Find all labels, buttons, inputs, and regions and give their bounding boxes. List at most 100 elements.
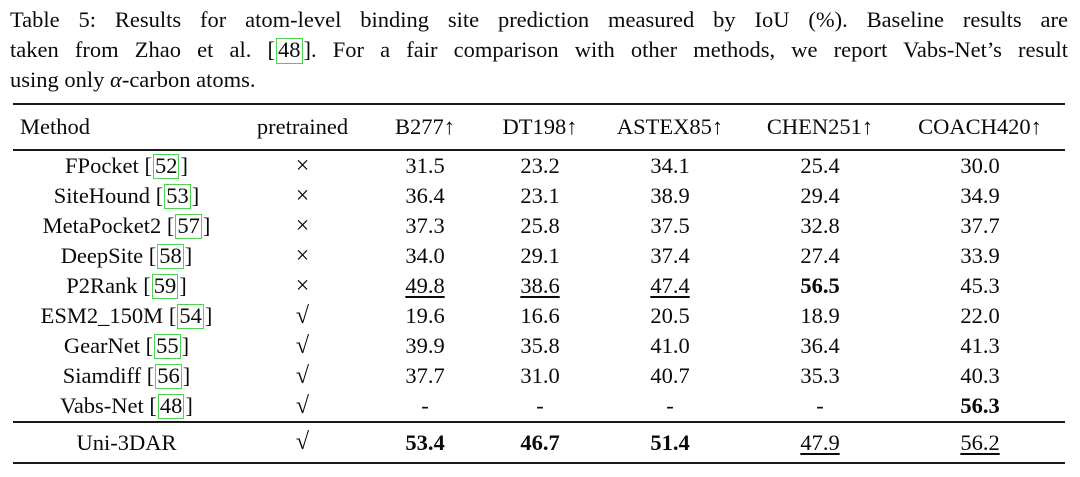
citation-link-59[interactable]: 59	[151, 272, 179, 300]
cell-value: -	[816, 393, 824, 418]
cell-value: 27.4	[800, 243, 840, 268]
cell-value: 38.9	[650, 183, 690, 208]
caption-text: taken from Zhao et al.	[10, 37, 268, 63]
table-row-fpocket: FPocket [52] × 31.5 23.2 34.1 25.4 30.0	[13, 150, 1065, 181]
cell-value: 19.6	[405, 303, 445, 328]
citation-link-54[interactable]: 54	[177, 302, 204, 330]
bracket: ]	[204, 302, 213, 328]
cell-value: -	[421, 393, 429, 418]
cell-value-bold: 56.5	[800, 273, 840, 298]
method-label: GearNet	[63, 332, 141, 358]
method-label: SiteHound	[53, 182, 151, 208]
citation-link-48[interactable]: 48	[157, 392, 185, 420]
cell-value: 23.1	[520, 183, 560, 208]
cell-value: -	[666, 393, 674, 418]
cell-value: 22.0	[960, 303, 1000, 328]
caption-line-2: taken from Zhao et al. [48]. For a fair …	[10, 35, 1068, 65]
cell-value-bold: 46.7	[520, 429, 560, 455]
pretrained-mark: √	[295, 332, 310, 359]
cell-value: 41.3	[960, 333, 1000, 358]
cell-value-underlined: 49.8	[405, 273, 445, 298]
results-table: Method pretrained B277↑ DT198↑ ASTEX85↑ …	[13, 103, 1065, 464]
caption-line-3: using only α-carbon atoms.	[10, 65, 1068, 95]
method-name: ESM2_150M [54]	[13, 301, 240, 331]
cell-value: 37.7	[405, 363, 445, 388]
cell-value: 34.1	[650, 153, 690, 178]
cell-value-bold: 53.4	[405, 429, 445, 455]
cell-value-bold: 51.4	[650, 429, 690, 455]
pretrained-mark: ×	[295, 272, 310, 299]
cell-value: 33.9	[960, 243, 1000, 268]
cell-value-underlined: 47.4	[650, 273, 690, 298]
cell-value: 31.5	[405, 153, 445, 178]
bracket: [	[144, 152, 152, 178]
cell-value: 37.7	[960, 213, 1000, 238]
caption-line-1: Table 5: Results for atom-level binding …	[10, 5, 1068, 35]
method-label: ESM2_150M	[40, 302, 164, 328]
cell-value-underlined: 56.2	[960, 429, 1000, 455]
citation-link-58[interactable]: 58	[157, 242, 184, 270]
bracket: ]	[180, 152, 188, 178]
table-row-gearnet: GearNet [55] √ 39.9 35.8 41.0 36.4 41.3	[13, 331, 1065, 361]
cell-value: 39.9	[405, 333, 445, 358]
method-name: FPocket [52]	[13, 150, 240, 181]
table-row-uni-3dar: Uni-3DAR √ 53.4 46.7 51.4 47.9 56.2	[13, 422, 1065, 463]
cell-value: 32.8	[800, 213, 840, 238]
pretrained-mark: √	[295, 362, 310, 389]
bracket: [	[166, 212, 175, 238]
bracket: ]	[184, 242, 193, 268]
method-label: P2Rank	[66, 272, 138, 298]
header-dt198: DT198↑	[502, 114, 578, 139]
method-name: SiteHound [53]	[13, 181, 240, 211]
cell-value: 45.3	[960, 273, 1000, 298]
header-chen251: CHEN251↑	[766, 114, 874, 139]
method-name: Uni-3DAR	[13, 422, 240, 463]
method-name: MetaPocket2 [57]	[13, 211, 240, 241]
bracket: [	[168, 302, 177, 328]
citation-link-56[interactable]: 56	[155, 362, 182, 390]
cell-value: 35.8	[520, 333, 560, 358]
pretrained-mark: ×	[295, 182, 310, 209]
alpha-symbol: α	[110, 67, 122, 93]
method-label: DeepSite	[60, 242, 144, 268]
header-astex85: ASTEX85↑	[616, 114, 724, 139]
bracket: [	[143, 272, 151, 298]
citation-link-55[interactable]: 55	[154, 332, 181, 360]
cell-value: 36.4	[800, 333, 840, 358]
pretrained-mark: √	[295, 302, 310, 329]
table-caption: Table 5: Results for atom-level binding …	[10, 5, 1068, 96]
results-table-container: Method pretrained B277↑ DT198↑ ASTEX85↑ …	[13, 103, 1065, 464]
bracket: [	[149, 392, 157, 418]
cell-value: 37.5	[650, 213, 690, 238]
citation-link-57[interactable]: 57	[175, 212, 202, 240]
bracket: [	[267, 37, 276, 63]
cell-value-underlined: 47.9	[800, 429, 840, 455]
cell-value: 23.2	[520, 153, 560, 178]
pretrained-mark: √	[295, 392, 310, 419]
bracket: ]	[181, 332, 190, 358]
table-row-sitehound: SiteHound [53] × 36.4 23.1 38.9 29.4 34.…	[13, 181, 1065, 211]
table-row-metapocket2: MetaPocket2 [57] × 37.3 25.8 37.5 32.8 3…	[13, 211, 1065, 241]
bracket: ]	[182, 362, 191, 388]
method-name: Vabs-Net [48]	[13, 391, 240, 422]
caption-text: Table 5: Results for atom-level binding …	[10, 7, 1068, 32]
cell-value: 41.0	[650, 333, 690, 358]
header-b277: B277↑	[394, 114, 455, 139]
cell-value-bold: 56.3	[960, 393, 1000, 418]
header-row: Method pretrained B277↑ DT198↑ ASTEX85↑ …	[13, 104, 1065, 150]
bracket: [	[155, 182, 164, 208]
citation-link-52[interactable]: 52	[152, 152, 180, 180]
cell-value: 40.7	[650, 363, 690, 388]
header-method: Method	[20, 114, 90, 139]
table-row-siamdiff: Siamdiff [56] √ 37.7 31.0 40.7 35.3 40.3	[13, 361, 1065, 391]
citation-link-53[interactable]: 53	[164, 182, 191, 210]
cell-value: 16.6	[520, 303, 560, 328]
header-pretrained: pretrained	[256, 114, 349, 139]
header-coach420: COACH420↑	[918, 114, 1042, 139]
cell-value-underlined: 38.6	[520, 273, 560, 298]
citation-link-48[interactable]: 48	[276, 37, 303, 65]
bracket: [	[146, 362, 155, 388]
cell-value: 20.5	[650, 303, 690, 328]
cell-value: 35.3	[800, 363, 840, 388]
cell-value: 25.4	[800, 153, 840, 178]
